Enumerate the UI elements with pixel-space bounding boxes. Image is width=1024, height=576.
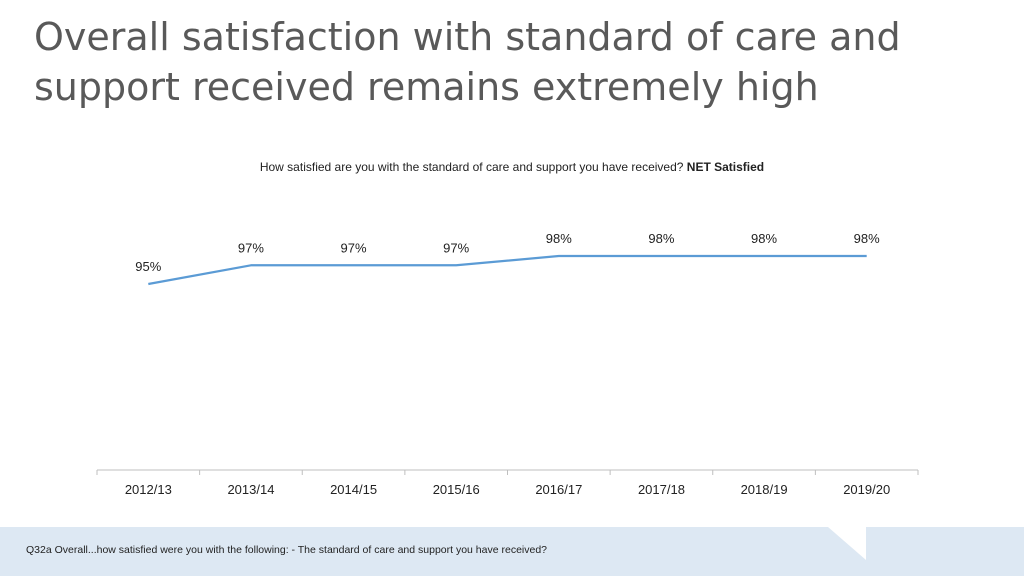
data-label: 98%	[751, 231, 777, 246]
category-label: 2019/20	[843, 482, 890, 497]
footnote: Q32a Overall...how satisfied were you wi…	[26, 544, 548, 556]
category-label: 2013/14	[227, 482, 274, 497]
title-line-1: Overall satisfaction with standard of ca…	[34, 15, 901, 59]
data-labels: 95% 97% 97% 97% 98% 98% 98% 98%	[135, 231, 880, 274]
data-label: 95%	[135, 259, 161, 274]
data-label: 97%	[238, 240, 264, 255]
data-label: 97%	[341, 240, 367, 255]
title-line-2: support received remains extremely high	[34, 65, 819, 109]
callout-notch	[828, 527, 866, 560]
category-labels: 2012/13 2013/14 2014/15 2015/16 2016/17 2017/…	[125, 482, 890, 497]
category-label: 2017/18	[638, 482, 685, 497]
data-label: 97%	[443, 240, 469, 255]
series-line	[148, 254, 867, 286]
chart-question: How satisfied are you with the standard …	[0, 160, 1024, 174]
data-label: 98%	[648, 231, 674, 246]
data-label: 98%	[546, 231, 572, 246]
category-label: 2014/15	[330, 482, 377, 497]
category-label: 2015/16	[433, 482, 480, 497]
x-axis-ticks	[96, 470, 919, 475]
category-label: 2018/19	[741, 482, 788, 497]
data-label: 98%	[854, 231, 880, 246]
category-label: 2016/17	[535, 482, 582, 497]
question-text: How satisfied are you with the standard …	[259, 160, 684, 174]
slide-title: Overall satisfaction with standard of ca…	[34, 12, 994, 112]
question-emphasis: NET Satisfied	[686, 160, 765, 174]
category-label: 2012/13	[125, 482, 172, 497]
